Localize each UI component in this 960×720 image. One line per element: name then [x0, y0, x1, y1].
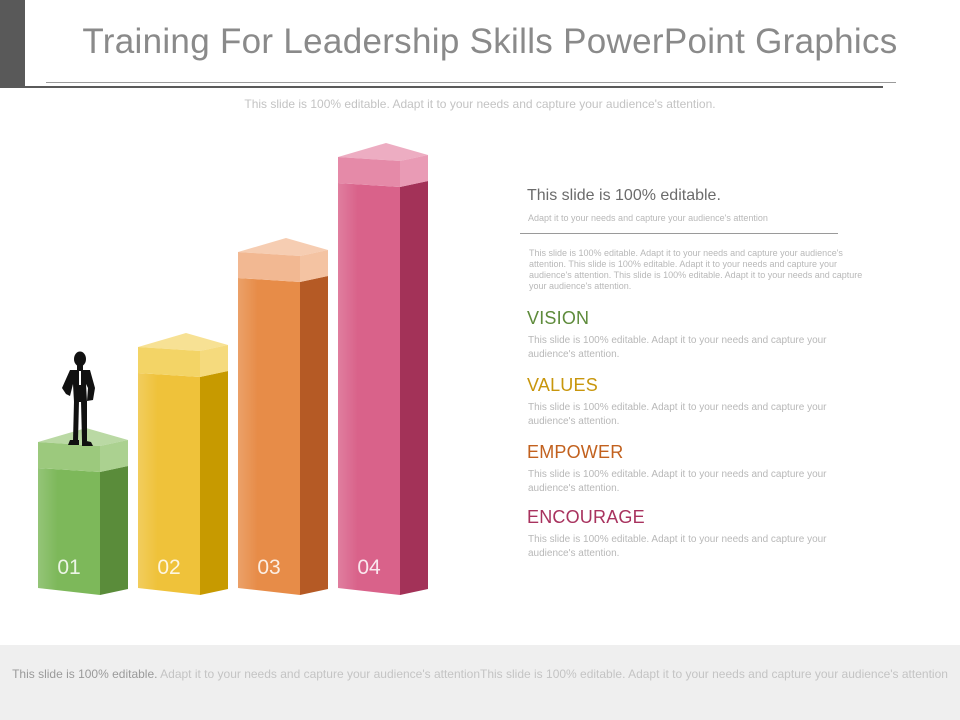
bar-side-face: [200, 371, 228, 595]
bar-shine: [38, 468, 58, 590]
footer-band: This slide is 100% editable. Adapt it to…: [0, 645, 960, 720]
bar-cap-front: [138, 347, 200, 377]
bar-04: 04: [338, 143, 428, 595]
bar-cap-side: [400, 155, 428, 187]
item-text-vision: This slide is 100% editable. Adapt it to…: [528, 335, 827, 360]
bar-side-face: [100, 466, 128, 595]
bar-number-label: 03: [257, 556, 280, 579]
page-subtitle: This slide is 100% editable. Adapt it to…: [244, 97, 716, 111]
bar-cap-side: [300, 250, 328, 282]
bar-01: 01: [38, 428, 128, 595]
title-underline-thick: [25, 86, 883, 88]
footer-text-lead: This slide is 100% editable.: [12, 667, 158, 681]
bar-number-label: 02: [157, 556, 180, 579]
footer-text: This slide is 100% editable. Adapt it to…: [10, 665, 950, 683]
bar-shine: [138, 373, 158, 590]
item-heading-empower: EMPOWER: [527, 442, 624, 462]
bar-cap-top: [238, 238, 328, 256]
item-text-values: This slide is 100% editable. Adapt it to…: [528, 402, 827, 427]
page-title: Training For Leadership Skills PowerPoin…: [82, 22, 898, 61]
item-text-encourage: This slide is 100% editable. Adapt it to…: [528, 534, 827, 559]
bar-number-label: 01: [57, 556, 80, 579]
panel-body-text: This slide is 100% editable. Adapt it to…: [529, 248, 863, 291]
bar-cap-top: [138, 333, 228, 351]
bar-side-face: [300, 276, 328, 595]
bar-cap-front: [38, 442, 100, 472]
bar-side-face: [400, 181, 428, 595]
bar-02: 02: [138, 333, 228, 595]
bar-shine: [338, 183, 358, 590]
panel-divider: [520, 233, 838, 234]
panel-subheading: Adapt it to your needs and capture your …: [528, 213, 768, 223]
bar-cap-front: [338, 157, 400, 187]
bar-cap-front: [238, 252, 300, 282]
bar-number-label: 04: [357, 556, 381, 579]
item-heading-vision: VISION: [527, 308, 590, 328]
title-accent-bar: [0, 0, 25, 88]
title-underline-thin: [46, 82, 896, 83]
bar-cap-top: [338, 143, 428, 161]
businessman-silhouette-icon: [62, 351, 95, 446]
item-heading-values: VALUES: [527, 375, 598, 395]
footer-text-rest: Adapt it to your needs and capture your …: [157, 667, 948, 681]
bar-cap-side: [100, 440, 128, 472]
item-text-empower: This slide is 100% editable. Adapt it to…: [528, 469, 827, 494]
item-heading-encourage: ENCOURAGE: [527, 507, 645, 527]
bar-03: 03: [238, 238, 328, 595]
bar-shine: [238, 278, 258, 590]
bar-cap-side: [200, 345, 228, 377]
panel-heading: This slide is 100% editable.: [527, 187, 721, 204]
